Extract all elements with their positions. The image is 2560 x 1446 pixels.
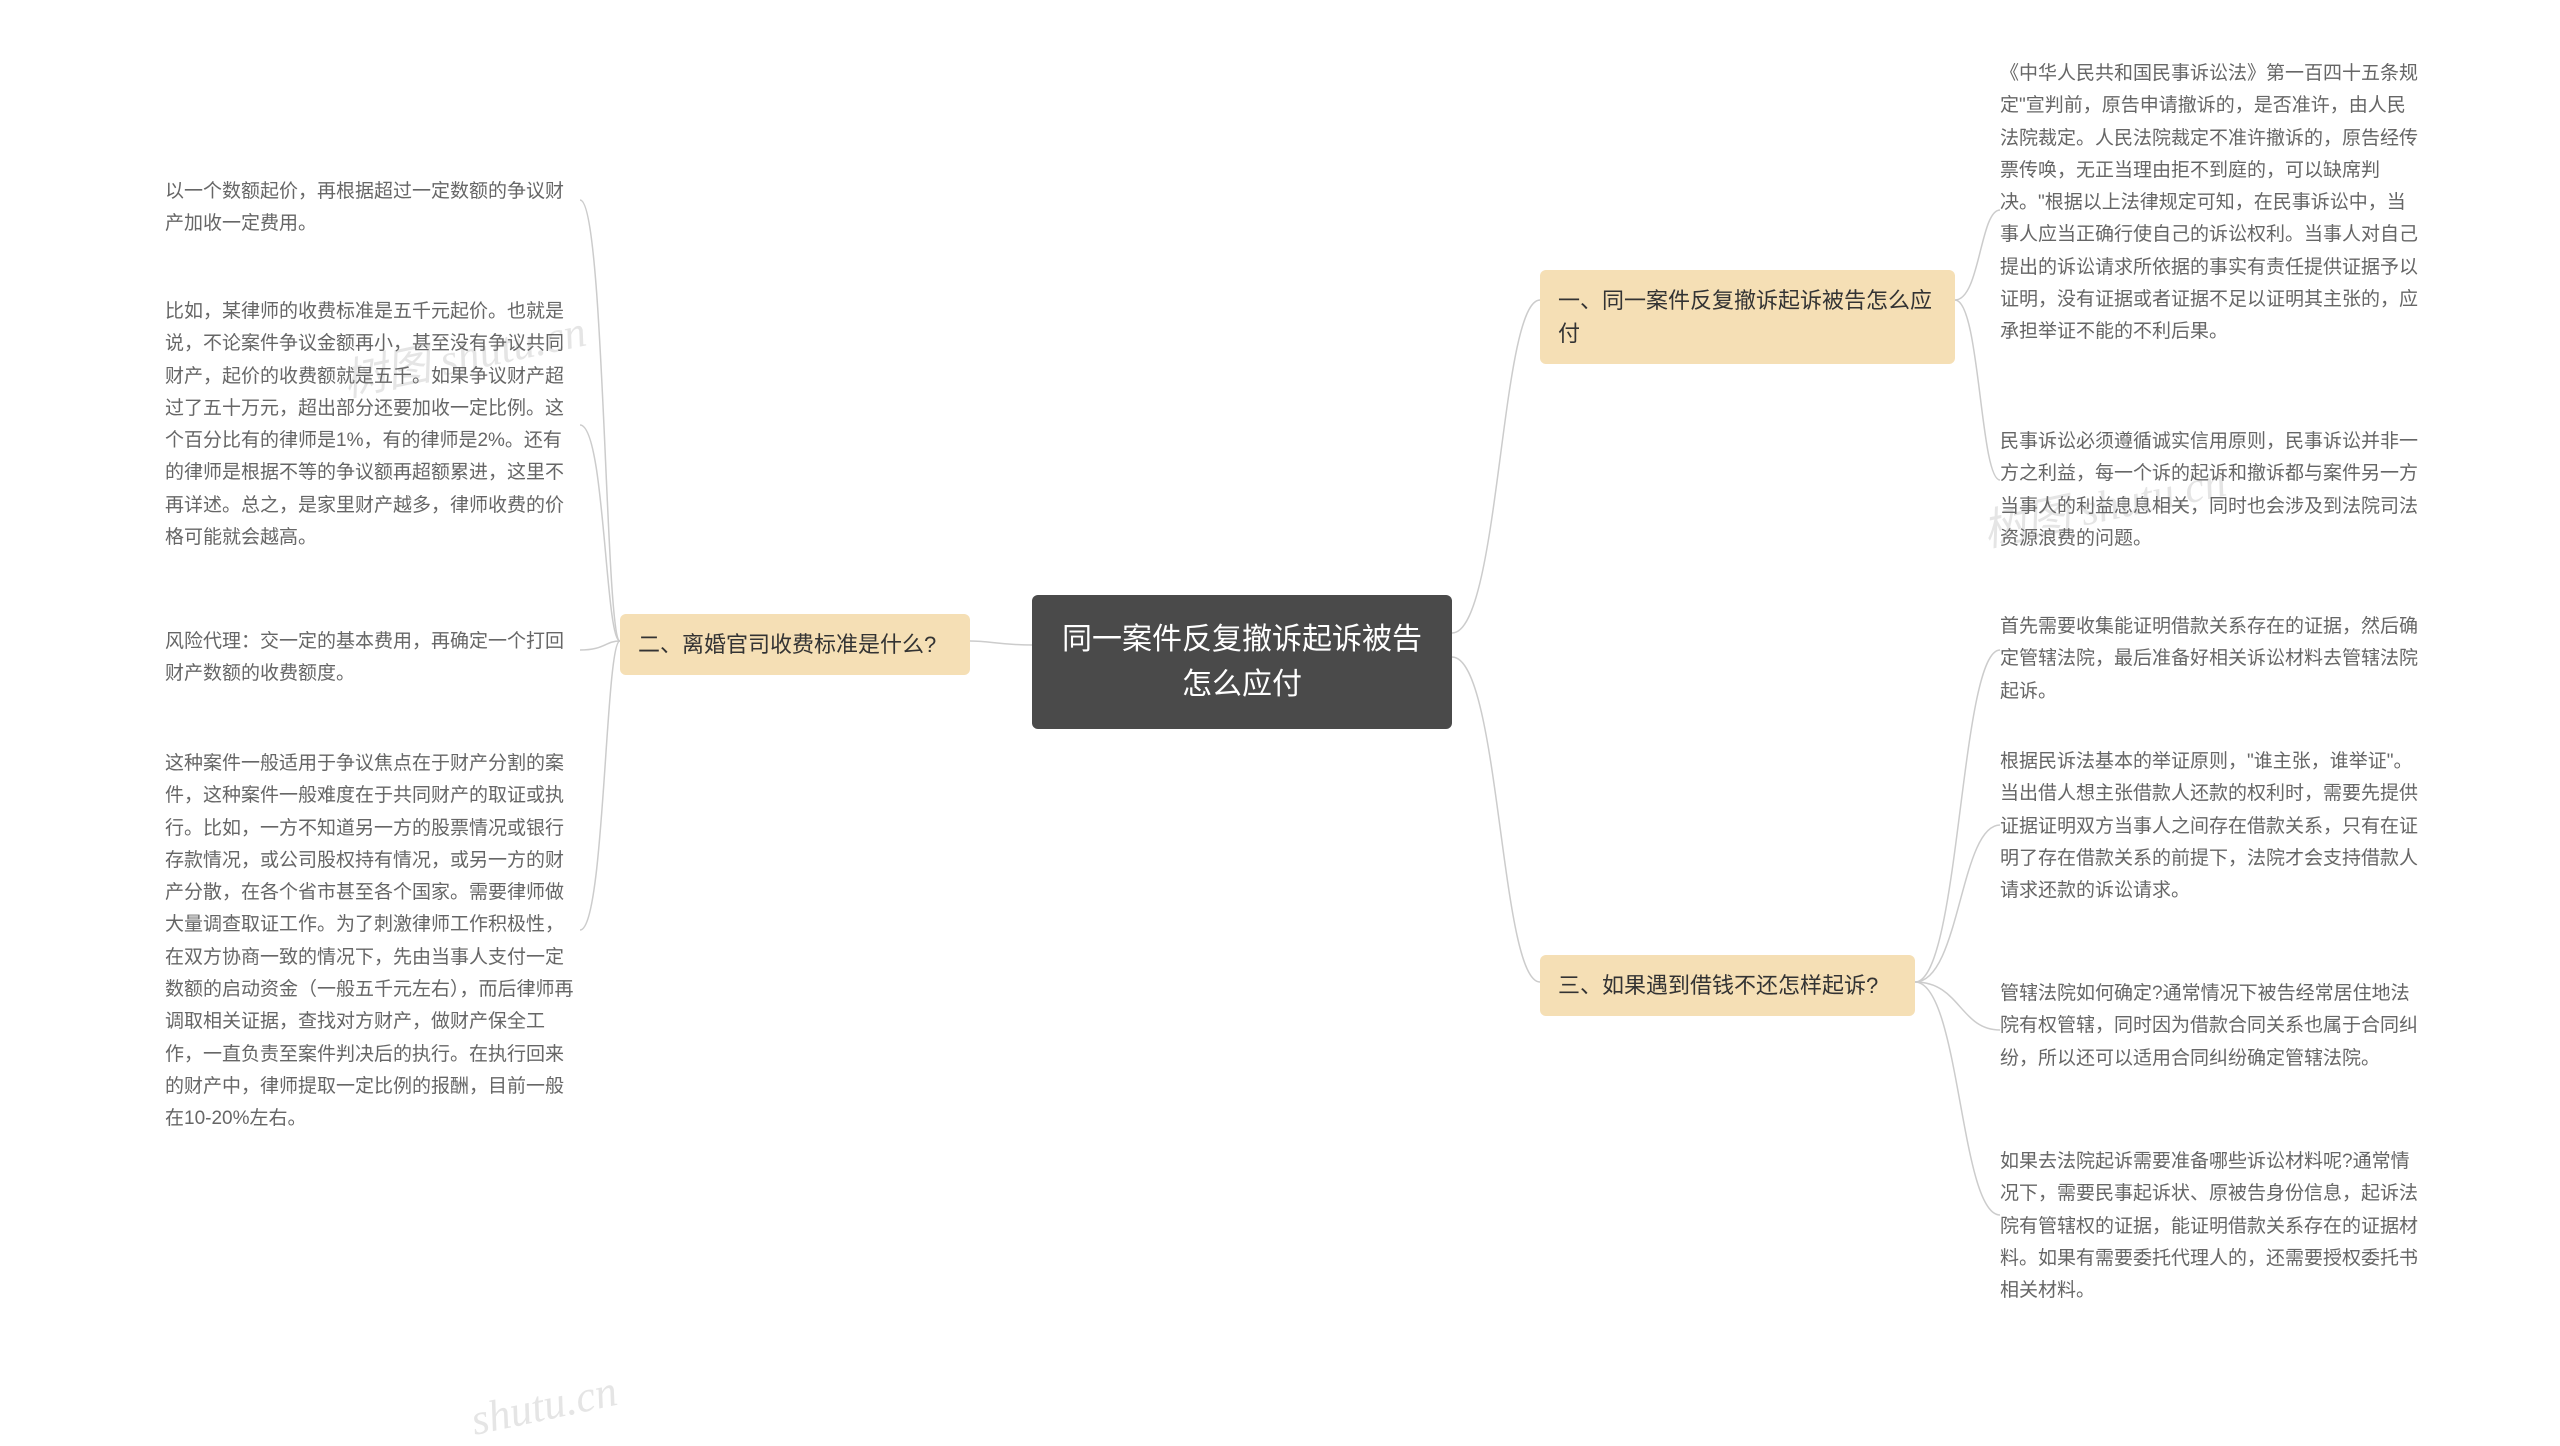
leaf-node: 如果去法院起诉需要准备哪些诉讼材料呢?通常情况下，需要民事起诉状、原被告身份信息… [2000, 1140, 2420, 1313]
leaf-node: 管辖法院如何确定?通常情况下被告经常居住地法院有权管辖，同时因为借款合同关系也属… [2000, 972, 2420, 1081]
leaf-node: 这种案件一般适用于争议焦点在于财产分割的案件，这种案件一般难度在于共同财产的取证… [165, 742, 580, 1142]
leaf-node: 比如，某律师的收费标准是五千元起价。也就是说，不论案件争议金额再小，甚至没有争议… [165, 290, 580, 560]
leaf-node: 根据民诉法基本的举证原则，"谁主张，谁举证"。当出借人想主张借款人还款的权利时，… [2000, 740, 2420, 913]
leaf-node: 民事诉讼必须遵循诚实信用原则，民事诉讼并非一方之利益，每一个诉的起诉和撤诉都与案… [2000, 420, 2420, 561]
branch-node-divorce-fee[interactable]: 二、离婚官司收费标准是什么? [620, 614, 970, 675]
branch-node-loan-lawsuit[interactable]: 三、如果遇到借钱不还怎样起诉? [1540, 955, 1915, 1016]
watermark: shutu.cn [466, 1365, 621, 1446]
leaf-node: 以一个数额起价，再根据超过一定数额的争议财产加收一定费用。 [165, 170, 580, 247]
leaf-node: 《中华人民共和国民事诉讼法》第一百四十五条规定"宣判前，原告申请撤诉的，是否准许… [2000, 52, 2420, 355]
branch-node-repeated-withdrawal[interactable]: 一、同一案件反复撤诉起诉被告怎么应付 [1540, 270, 1955, 364]
leaf-node: 风险代理：交一定的基本费用，再确定一个打回财产数额的收费额度。 [165, 620, 580, 697]
leaf-node: 首先需要收集能证明借款关系存在的证据，然后确定管辖法院，最后准备好相关诉讼材料去… [2000, 605, 2420, 714]
mindmap-center-node[interactable]: 同一案件反复撤诉起诉被告怎么应付 [1032, 595, 1452, 729]
